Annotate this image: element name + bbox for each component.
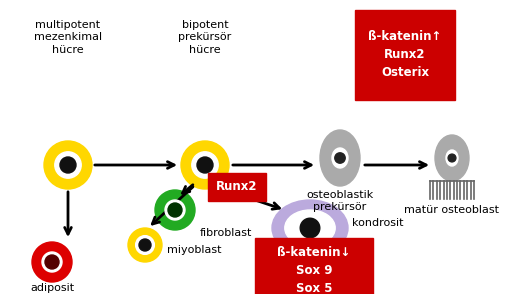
Circle shape (44, 141, 92, 189)
Text: osteoblastik
prekürsör: osteoblastik prekürsör (306, 190, 373, 212)
Text: kondrosit: kondrosit (352, 218, 403, 228)
Circle shape (42, 252, 62, 272)
Bar (355, 10, 455, 100)
Text: fibroblast: fibroblast (200, 228, 252, 238)
Circle shape (136, 236, 154, 254)
Circle shape (192, 152, 218, 178)
Bar (208, 173, 266, 201)
Ellipse shape (320, 130, 360, 186)
Circle shape (55, 152, 81, 178)
Circle shape (45, 255, 59, 269)
Text: miyoblast: miyoblast (167, 245, 221, 255)
Bar (255, 238, 373, 294)
Ellipse shape (272, 200, 348, 256)
Circle shape (60, 157, 76, 173)
Circle shape (165, 200, 185, 220)
Circle shape (181, 141, 229, 189)
Text: adiposit: adiposit (30, 283, 74, 293)
Text: bipotent
prekürsör
hücre: bipotent prekürsör hücre (178, 20, 231, 55)
Circle shape (32, 242, 72, 282)
Text: multipotent
mezenkimal
hücre: multipotent mezenkimal hücre (34, 20, 102, 55)
Circle shape (139, 239, 151, 251)
Circle shape (448, 154, 456, 162)
Text: ß-katenin↑
Runx2
Osterix: ß-katenin↑ Runx2 Osterix (368, 31, 442, 79)
Text: matür osteoblast: matür osteoblast (404, 205, 500, 215)
Text: Runx2: Runx2 (216, 181, 257, 193)
Circle shape (128, 228, 162, 262)
Circle shape (300, 218, 320, 238)
Circle shape (197, 157, 213, 173)
Ellipse shape (446, 150, 458, 166)
Ellipse shape (435, 135, 469, 181)
Ellipse shape (285, 210, 335, 246)
Circle shape (168, 203, 182, 217)
Ellipse shape (332, 148, 348, 168)
Circle shape (155, 190, 195, 230)
Circle shape (335, 153, 345, 163)
Text: ß-katenin↓
Sox 9
Sox 5
Sox 6: ß-katenin↓ Sox 9 Sox 5 Sox 6 (277, 245, 351, 294)
